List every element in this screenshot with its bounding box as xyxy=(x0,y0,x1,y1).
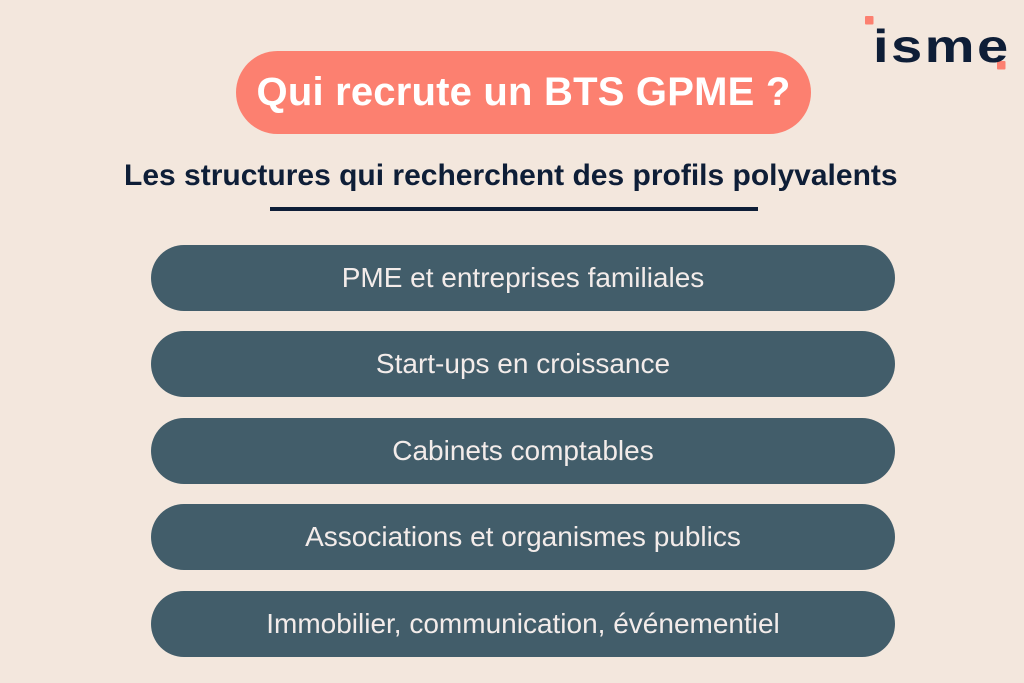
svg-text:isme: isme xyxy=(873,21,1011,72)
